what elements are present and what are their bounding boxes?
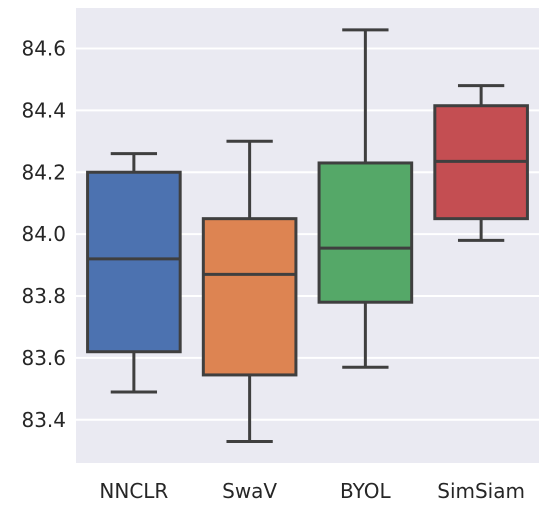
- box-group-swav: [201, 139, 298, 443]
- y-tick-label: 84.2: [21, 160, 66, 184]
- box-iqr: [86, 170, 182, 354]
- y-tick-label: 83.8: [21, 284, 66, 308]
- box-iqr: [201, 217, 298, 377]
- y-tick-label: 84.6: [21, 36, 66, 60]
- x-category-label: BYOL: [340, 479, 391, 503]
- box-iqr: [317, 161, 414, 304]
- y-tick-label: 84.4: [21, 98, 66, 122]
- y-tick-label: 83.6: [21, 346, 66, 370]
- y-axis-tick-labels: 83.4 83.6 83.8 84.0 84.2 84.4 84.6: [21, 36, 66, 431]
- x-category-label: NNCLR: [99, 479, 168, 503]
- x-category-label: SwaV: [222, 479, 277, 503]
- y-tick-label: 83.4: [21, 408, 66, 432]
- box-group-simsiam: [433, 84, 529, 242]
- y-tick-label: 84.0: [21, 222, 66, 246]
- box-group-byol: [317, 28, 414, 369]
- box-group-nnclr: [86, 152, 182, 394]
- x-axis-category-labels: NNCLR SwaV BYOL SimSiam: [99, 479, 525, 503]
- boxes: [86, 28, 529, 443]
- x-category-label: SimSiam: [437, 479, 525, 503]
